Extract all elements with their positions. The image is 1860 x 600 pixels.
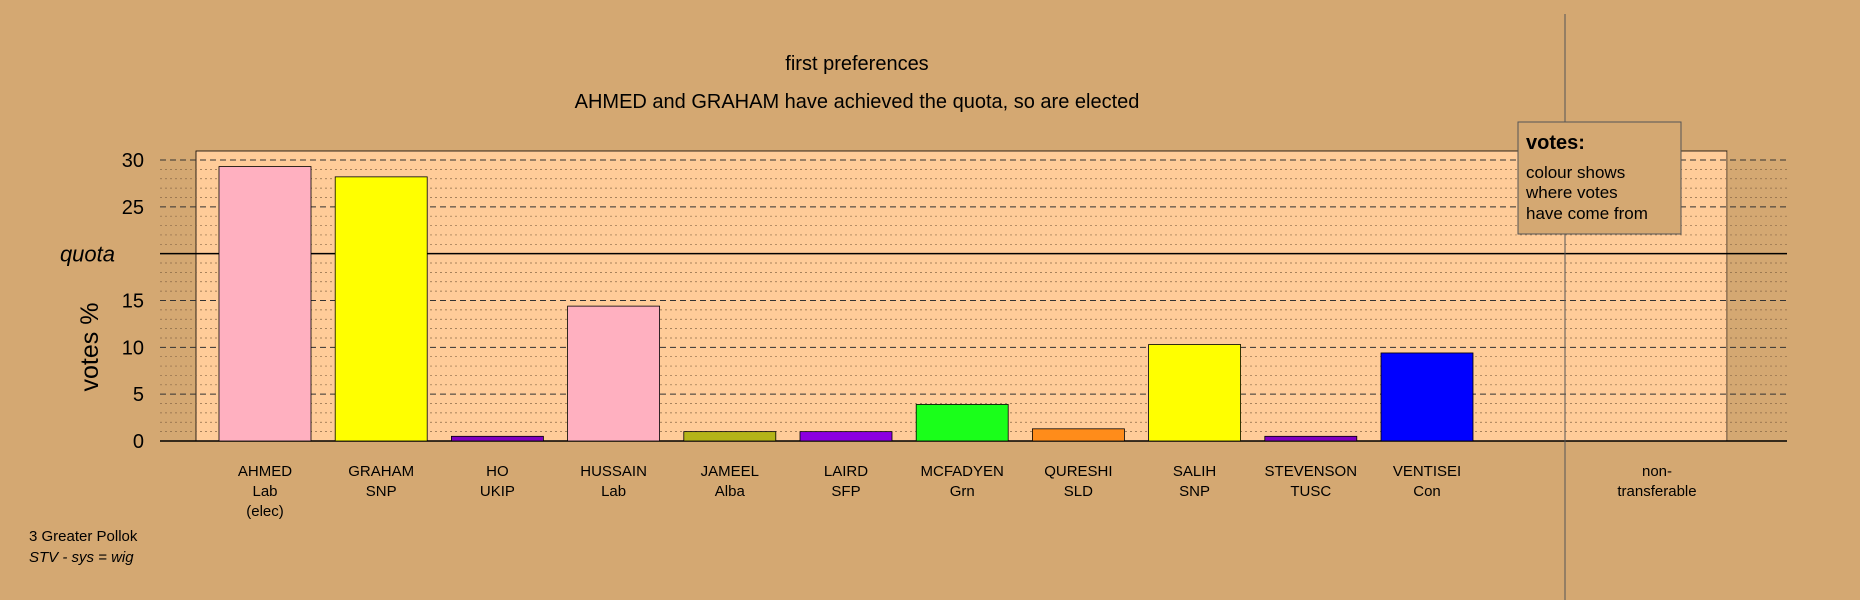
plot-area-right-shade [1727, 151, 1787, 441]
bar-jameel [683, 431, 777, 442]
x-label-note: (elec) [246, 503, 284, 520]
x-label-party: Alba [715, 483, 746, 500]
x-label-party: TUSC [1290, 483, 1331, 500]
x-label-party: SNP [1179, 483, 1210, 500]
x-tick-labels: AHMED Lab (elec) GRAHAM SNP HO UKIP HUSSAIN Lab J… [238, 463, 1697, 520]
x-label-name: JAMEEL [701, 463, 759, 480]
bars [218, 166, 1474, 442]
bar-mcfadyen [915, 404, 1009, 442]
x-label-party: SFP [831, 483, 860, 500]
legend: votes: colour shows where votes have com… [1517, 121, 1682, 235]
legend-line: where votes [1525, 183, 1618, 202]
major-gridlines [160, 159, 1787, 395]
x-label-name: HO [486, 463, 509, 480]
x-label-name: STEVENSON [1265, 463, 1358, 480]
x-label-party: SLD [1064, 483, 1093, 500]
x-label-name: SALIH [1173, 463, 1216, 480]
x-label-party: Con [1413, 483, 1441, 500]
bar-ventisei [1380, 352, 1474, 442]
x-label-name: GRAHAM [348, 463, 414, 480]
x-label-nontransferable: non- [1642, 463, 1672, 480]
x-label-party: Grn [950, 483, 975, 500]
bar-ahmed [218, 166, 312, 442]
y-tick-label: 15 [122, 291, 144, 313]
bar-stevenson [1264, 435, 1358, 442]
x-label-name: LAIRD [824, 463, 868, 480]
ward-label: 3 Greater Pollok [29, 528, 138, 545]
x-label-party: Lab [601, 483, 626, 500]
legend-box [1517, 121, 1682, 235]
x-label-party: UKIP [480, 483, 515, 500]
y-tick-label: 0 [133, 431, 144, 453]
x-label-party: Lab [252, 483, 277, 500]
minor-gridlines [160, 169, 1787, 432]
x-label-name: VENTISEI [1393, 463, 1461, 480]
chart-title: first preferences [785, 53, 928, 75]
bar-graham [334, 176, 428, 442]
x-label-nontransferable: transferable [1617, 483, 1696, 500]
y-tick-label: 10 [122, 337, 144, 359]
bar-hussain [567, 305, 660, 442]
y-axis-label: votes % [76, 303, 104, 392]
x-label-name: HUSSAIN [580, 463, 647, 480]
bar-qureshi [1032, 428, 1125, 442]
legend-title: votes: [1526, 132, 1585, 154]
x-label-party: SNP [366, 483, 397, 500]
quota-label: quota [60, 242, 115, 267]
bar-salih [1148, 344, 1241, 442]
bar-ho [450, 435, 544, 442]
y-tick-label: 30 [122, 150, 144, 172]
y-tick-labels: 0 5 10 15 25 30 [122, 150, 144, 453]
chart-subtitle: AHMED and GRAHAM have achieved the quota… [575, 91, 1140, 113]
bar-laird [799, 431, 893, 442]
x-label-name: AHMED [238, 463, 292, 480]
x-label-name: MCFADYEN [921, 463, 1004, 480]
legend-line: have come from [1526, 204, 1648, 223]
y-tick-label: 25 [122, 197, 144, 219]
legend-line: colour shows [1526, 163, 1625, 182]
y-tick-label: 5 [133, 384, 144, 406]
system-label: STV - sys = wig [29, 549, 134, 566]
x-label-name: QURESHI [1044, 463, 1112, 480]
